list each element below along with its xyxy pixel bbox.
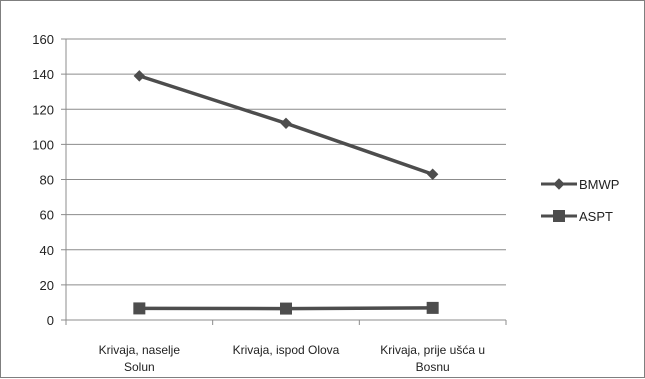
x-tick-label-line: Solun bbox=[124, 360, 155, 374]
x-tick-label-line: Bosnu bbox=[416, 360, 450, 374]
data-point-aspt bbox=[133, 302, 146, 315]
legend-marker-aspt bbox=[553, 210, 565, 222]
x-tick-label-line: Krivaja, prije ušća u bbox=[380, 343, 485, 357]
x-tick-label-line: Krivaja, ispod Olova bbox=[233, 343, 340, 357]
x-tick-labels: Krivaja, naselje Solun Krivaja, ispod Olov… bbox=[99, 343, 485, 374]
y-tick-label: 160 bbox=[32, 32, 54, 47]
x-tick-label: Krivaja, ispod Olova bbox=[233, 343, 340, 357]
y-tick-label: 80 bbox=[40, 173, 54, 188]
y-tick-label: 20 bbox=[40, 278, 54, 293]
y-tick-label: 140 bbox=[32, 67, 54, 82]
x-tick-label: Krivaja, naselje Solun bbox=[99, 343, 181, 374]
grid-lines bbox=[66, 38, 506, 286]
legend: BMWP ASPT bbox=[541, 177, 619, 224]
y-tick-label: 60 bbox=[40, 208, 54, 223]
axes bbox=[61, 38, 507, 325]
legend-label-aspt: ASPT bbox=[579, 209, 613, 224]
x-tick-label-line: Krivaja, naselje bbox=[99, 343, 181, 357]
y-tick-label: 120 bbox=[32, 102, 54, 117]
data-point-aspt bbox=[426, 301, 439, 314]
y-tick-labels: 0 20 40 60 80 100 120 140 160 bbox=[32, 32, 54, 328]
x-tick-label: Krivaja, prije ušća u Bosnu bbox=[380, 343, 485, 374]
series bbox=[133, 70, 439, 315]
legend-label-bmwp: BMWP bbox=[579, 177, 619, 192]
data-point-bmwp bbox=[426, 168, 439, 180]
data-point-bmwp bbox=[280, 117, 292, 130]
y-tick-label: 100 bbox=[32, 137, 54, 152]
data-point-aspt bbox=[280, 302, 292, 315]
y-tick-label: 40 bbox=[40, 243, 54, 258]
data-point-bmwp bbox=[133, 70, 146, 82]
legend-marker-bmwp bbox=[553, 178, 565, 190]
y-tick-label: 0 bbox=[47, 313, 54, 328]
